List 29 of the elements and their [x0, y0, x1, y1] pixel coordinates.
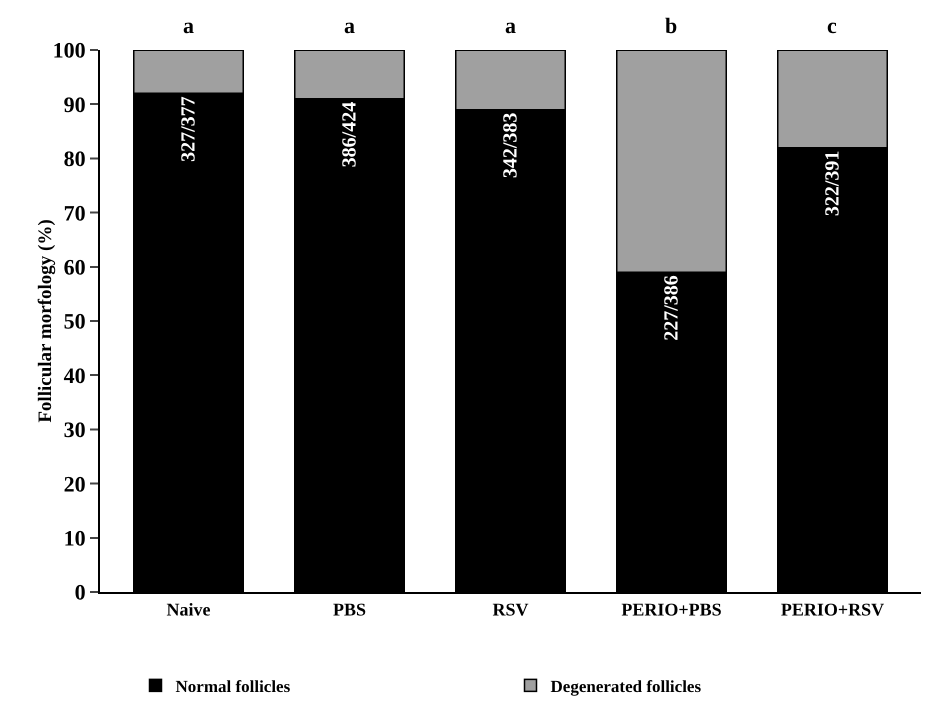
- text: c: [827, 13, 837, 38]
- text: a: [183, 13, 194, 38]
- legend-label: Degenerated follicles: [550, 677, 702, 696]
- x-tick-label: RSV: [492, 600, 529, 620]
- x-tick-label: Naive: [166, 600, 211, 620]
- text: b: [665, 13, 678, 38]
- y-tick-label: 10: [64, 526, 86, 550]
- y-tick-label: 50: [64, 308, 86, 334]
- y-tick-label: 40: [64, 362, 86, 388]
- data-label: 342/383: [500, 112, 522, 178]
- y-tick-label: 80: [64, 146, 86, 172]
- y-tick-label: 20: [64, 471, 86, 496]
- y-tick-label: 70: [64, 200, 86, 226]
- text: a: [344, 13, 355, 38]
- x-tick-label: PERIO+PBS: [621, 600, 722, 620]
- data-label: 322/391: [821, 150, 844, 216]
- y-tick-label: 30: [64, 417, 86, 442]
- x-tick-label: PBS: [333, 600, 366, 620]
- x-tick-label: PERIO+RSV: [780, 600, 884, 620]
- text: a: [505, 13, 516, 38]
- y-tick-label: 100: [52, 38, 86, 63]
- y-tick-label: 0: [74, 580, 86, 605]
- y-tick-label: 90: [64, 92, 86, 117]
- data-label: 227/386: [660, 275, 682, 341]
- legend-label: Normal follicles: [176, 677, 291, 696]
- data-label: 386/424: [338, 102, 361, 168]
- y-tick-label: 60: [64, 254, 86, 280]
- y-axis-title: Follicular morfology (%): [35, 219, 56, 423]
- data-label: 327/377: [178, 96, 200, 162]
